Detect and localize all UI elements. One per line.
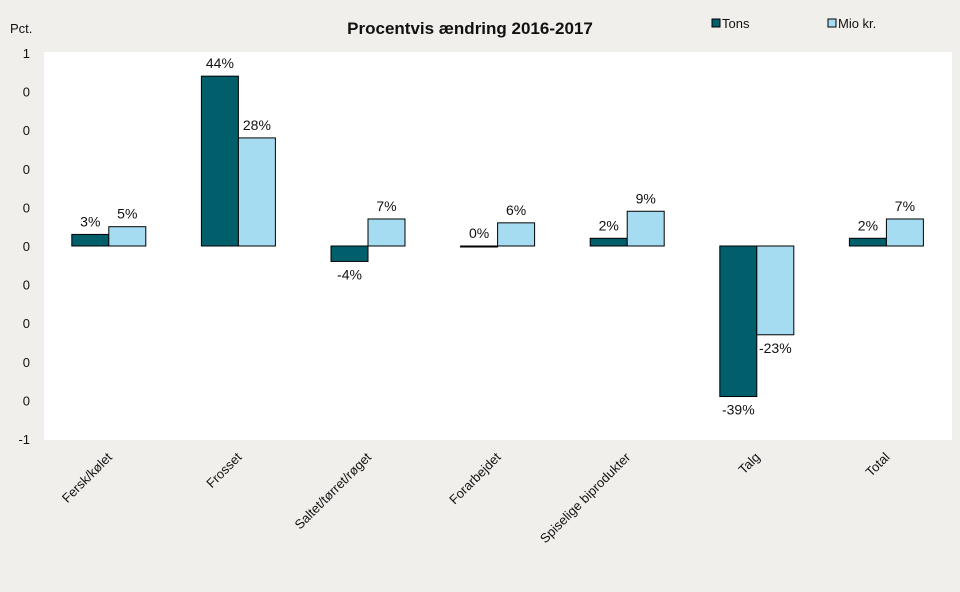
data-label: -4% bbox=[337, 266, 362, 282]
data-label: -39% bbox=[722, 402, 755, 418]
y-tick-label: 0 bbox=[23, 278, 30, 293]
legend: Tons Mio kr. bbox=[711, 16, 876, 31]
bar-mio-kr bbox=[497, 222, 536, 247]
legend-label-mio-kr: Mio kr. bbox=[838, 16, 876, 31]
bar-tons bbox=[848, 237, 887, 247]
data-label: 6% bbox=[506, 202, 526, 218]
bar-tons bbox=[200, 75, 239, 247]
data-label: 7% bbox=[376, 198, 396, 214]
data-label: 3% bbox=[80, 213, 100, 229]
data-label: 2% bbox=[599, 217, 619, 233]
bar-tons bbox=[330, 245, 369, 262]
data-label: 44% bbox=[206, 55, 234, 71]
y-tick-label: 0 bbox=[23, 162, 30, 177]
data-label: -23% bbox=[759, 340, 792, 356]
x-tick-label: Saltet/tørret/røget bbox=[291, 449, 374, 532]
bar-mio-kr bbox=[237, 137, 276, 247]
bar-tons bbox=[460, 245, 499, 248]
data-label: 0% bbox=[469, 225, 489, 241]
x-tick-label: Spiselige biprodukter bbox=[537, 449, 634, 546]
legend-swatch-tons bbox=[711, 18, 721, 28]
data-label: 2% bbox=[858, 217, 878, 233]
y-tick-label: -1 bbox=[18, 432, 30, 447]
x-tick-label: Total bbox=[862, 449, 892, 479]
y-tick-label: 1 bbox=[23, 46, 30, 61]
bar-mio-kr bbox=[626, 210, 665, 247]
y-tick-label: 0 bbox=[23, 239, 30, 254]
data-label: 5% bbox=[117, 206, 137, 222]
bar-tons bbox=[719, 245, 758, 398]
x-tick-label: Forarbejdet bbox=[446, 449, 504, 507]
bar-tons bbox=[589, 237, 628, 247]
chart-title: Procentvis ændring 2016-2017 bbox=[347, 19, 593, 38]
y-tick-label: 0 bbox=[23, 200, 30, 215]
y-tick-label: 0 bbox=[23, 355, 30, 370]
data-label: 28% bbox=[243, 117, 271, 133]
y-tick-label: 0 bbox=[23, 393, 30, 408]
bar-mio-kr bbox=[108, 226, 147, 247]
y-axis-label: Pct. bbox=[10, 21, 32, 36]
y-tick-label: 0 bbox=[23, 85, 30, 100]
x-tick-label: Frosset bbox=[203, 449, 245, 491]
data-label: 7% bbox=[895, 198, 915, 214]
legend-label-tons: Tons bbox=[722, 16, 750, 31]
y-tick-label: 0 bbox=[23, 123, 30, 138]
bar-mio-kr bbox=[367, 218, 406, 247]
x-tick-label: Fersk/kølet bbox=[59, 449, 115, 505]
bar-mio-kr bbox=[756, 245, 795, 336]
y-tick-label: 0 bbox=[23, 316, 30, 331]
bar-tons bbox=[71, 233, 110, 247]
legend-swatch-mio-kr bbox=[827, 18, 837, 28]
x-tick-label: Talg bbox=[735, 450, 762, 477]
data-label: 9% bbox=[636, 190, 656, 206]
bar-mio-kr bbox=[885, 218, 924, 247]
